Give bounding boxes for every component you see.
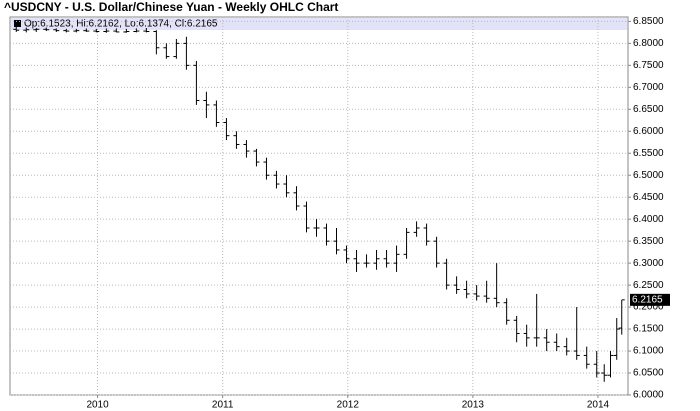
header-icon [14,20,21,27]
chart-title: ^USDCNY - U.S. Dollar/Chinese Yuan - Wee… [4,0,338,14]
y-tick-label: 6.6500 [633,104,664,115]
y-tick-label: 6.6000 [633,126,664,137]
x-tick-label: 2013 [462,400,485,411]
y-tick-label: 6.0000 [633,390,664,401]
y-tick-label: 6.1000 [633,346,664,357]
plot-area [9,16,629,396]
y-tick-label: 6.0500 [633,368,664,379]
y-tick-label: 6.5500 [633,148,664,159]
y-tick-label: 6.8500 [633,16,664,27]
y-tick-label: 6.4000 [633,214,664,225]
y-tick-label: 6.2000 [633,302,664,313]
x-tick-label: 2010 [86,400,109,411]
y-tick-label: 6.7500 [633,60,664,71]
x-tick-label: 2011 [212,400,234,411]
ohlc-header: Op:6.1523, Hi:6.2162, Lo:6.1374, Cl:6.21… [24,19,218,30]
y-tick-label: 6.3500 [633,236,664,247]
y-tick-label: 6.4500 [633,192,664,203]
y-tick-label: 6.3000 [633,258,664,269]
y-tick-label: 6.8000 [633,38,664,49]
y-tick-label: 6.5000 [633,170,664,181]
x-tick-label: 2014 [587,400,610,411]
y-tick-label: 6.1500 [633,324,664,335]
x-tick-label: 2012 [337,400,360,411]
last-price-box [630,293,670,306]
last-price-label: 6.2165 [632,294,663,305]
y-tick-label: 6.7000 [633,82,664,93]
y-tick-label: 6.2500 [633,280,664,291]
